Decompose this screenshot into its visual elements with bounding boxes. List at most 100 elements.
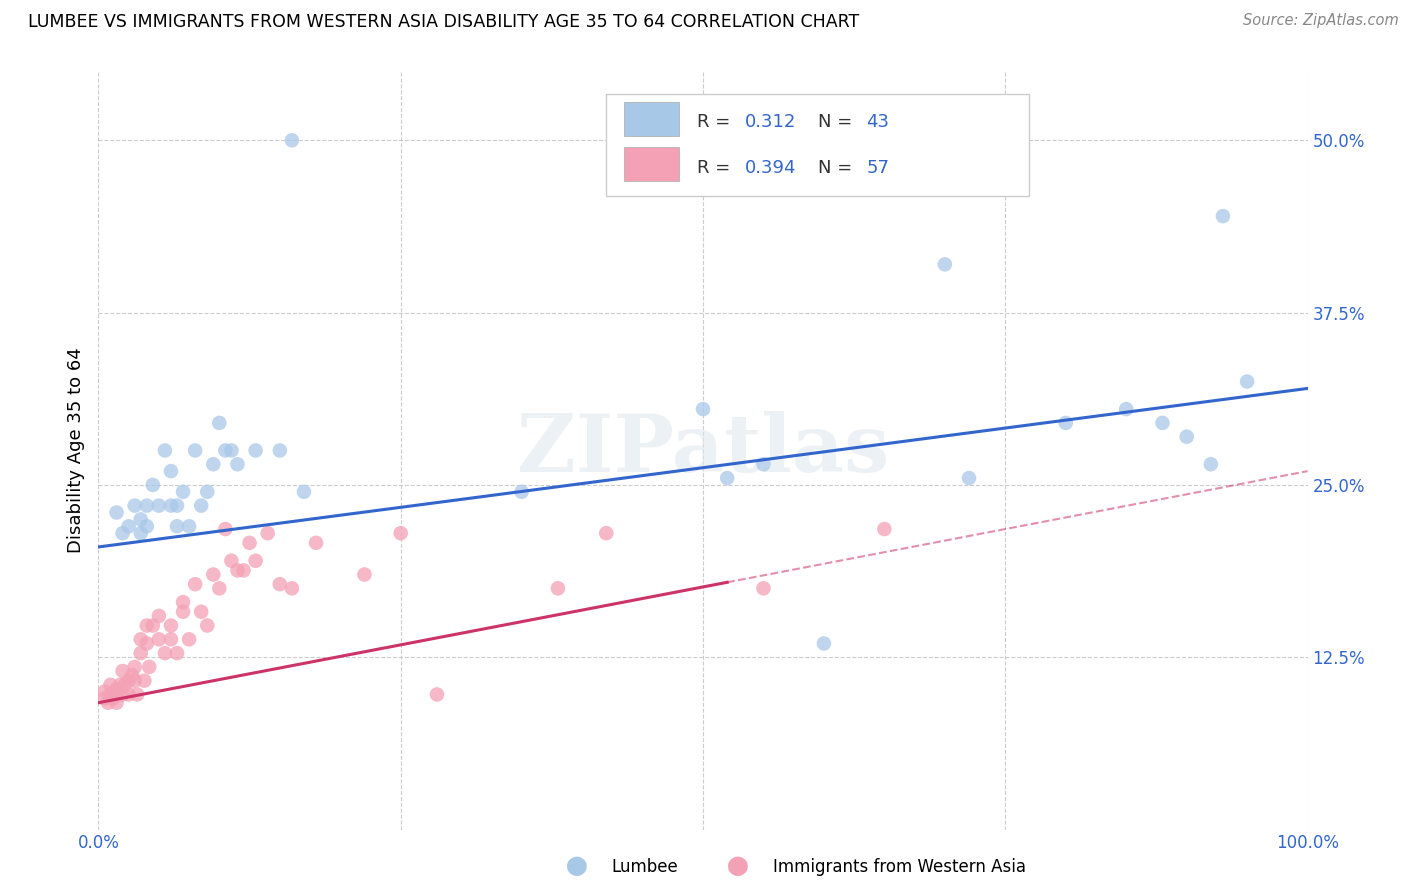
Point	[281, 133, 304, 147]
Point	[148, 608, 170, 623]
FancyBboxPatch shape	[606, 95, 1029, 196]
Point	[269, 577, 291, 591]
Point	[389, 526, 412, 541]
Point	[1212, 209, 1234, 223]
Point	[129, 646, 152, 660]
Point	[190, 605, 212, 619]
Point	[135, 618, 157, 632]
Text: ZIPatlas: ZIPatlas	[517, 411, 889, 490]
Point	[692, 402, 714, 417]
Text: ⬤: ⬤	[565, 856, 588, 876]
Point	[1236, 375, 1258, 389]
Point	[214, 522, 236, 536]
Point	[160, 618, 183, 632]
Point	[129, 512, 152, 526]
Point	[138, 660, 160, 674]
Point	[105, 681, 128, 696]
Point	[172, 595, 194, 609]
Point	[100, 688, 122, 702]
Point	[195, 484, 218, 499]
Point	[148, 632, 170, 647]
Point	[153, 646, 176, 660]
Point	[134, 673, 156, 688]
Point	[595, 526, 617, 541]
Text: N =: N =	[818, 159, 858, 177]
Point	[184, 443, 207, 458]
Text: ⬤: ⬤	[727, 856, 749, 876]
Point	[190, 499, 212, 513]
Point	[135, 519, 157, 533]
Point	[160, 464, 183, 478]
Point	[813, 636, 835, 650]
Point	[873, 522, 896, 536]
Point	[1152, 416, 1174, 430]
Point	[114, 678, 136, 692]
Point	[202, 567, 225, 582]
Point	[426, 688, 449, 702]
Point	[226, 563, 249, 577]
Point	[121, 668, 143, 682]
Point	[111, 688, 134, 702]
Point	[142, 478, 165, 492]
Point	[105, 688, 128, 702]
Text: Lumbee: Lumbee	[612, 858, 678, 876]
Point	[752, 457, 775, 471]
Text: LUMBEE VS IMMIGRANTS FROM WESTERN ASIA DISABILITY AGE 35 TO 64 CORRELATION CHART: LUMBEE VS IMMIGRANTS FROM WESTERN ASIA D…	[28, 13, 859, 31]
Point	[148, 499, 170, 513]
Point	[118, 688, 141, 702]
Point	[105, 696, 128, 710]
Point	[1199, 457, 1222, 471]
Point	[166, 499, 188, 513]
Point	[1054, 416, 1077, 430]
Point	[1115, 402, 1137, 417]
Point	[127, 688, 149, 702]
Point	[195, 618, 218, 632]
Point	[221, 443, 243, 458]
Text: R =: R =	[697, 113, 735, 131]
Text: 43: 43	[866, 113, 889, 131]
Point	[208, 582, 231, 596]
Point	[129, 632, 152, 647]
Point	[245, 554, 267, 568]
Point	[93, 691, 115, 706]
Text: 0.394: 0.394	[745, 159, 797, 177]
Point	[129, 526, 152, 541]
Point	[135, 636, 157, 650]
Point	[226, 457, 249, 471]
Y-axis label: Disability Age 35 to 64: Disability Age 35 to 64	[66, 348, 84, 553]
Point	[245, 443, 267, 458]
Text: R =: R =	[697, 159, 735, 177]
Text: 0.312: 0.312	[745, 113, 797, 131]
Point	[108, 678, 131, 692]
Point	[100, 678, 122, 692]
Point	[221, 554, 243, 568]
Point	[160, 632, 183, 647]
Point	[118, 673, 141, 688]
Point	[716, 471, 738, 485]
Point	[239, 536, 262, 550]
Point	[93, 684, 115, 698]
Point	[111, 526, 134, 541]
Point	[934, 257, 956, 271]
Point	[232, 563, 254, 577]
FancyBboxPatch shape	[624, 102, 679, 136]
Point	[179, 632, 201, 647]
Point	[172, 484, 194, 499]
Point	[166, 646, 188, 660]
Point	[292, 484, 315, 499]
Point	[214, 443, 236, 458]
Point	[752, 582, 775, 596]
Point	[547, 582, 569, 596]
Point	[101, 691, 124, 706]
Point	[184, 577, 207, 591]
Point	[202, 457, 225, 471]
Text: N =: N =	[818, 113, 858, 131]
Point	[305, 536, 328, 550]
Point	[1175, 430, 1198, 444]
Point	[135, 499, 157, 513]
Point	[281, 582, 304, 596]
Text: Source: ZipAtlas.com: Source: ZipAtlas.com	[1243, 13, 1399, 29]
Point	[124, 499, 146, 513]
Point	[510, 484, 533, 499]
Point	[124, 660, 146, 674]
